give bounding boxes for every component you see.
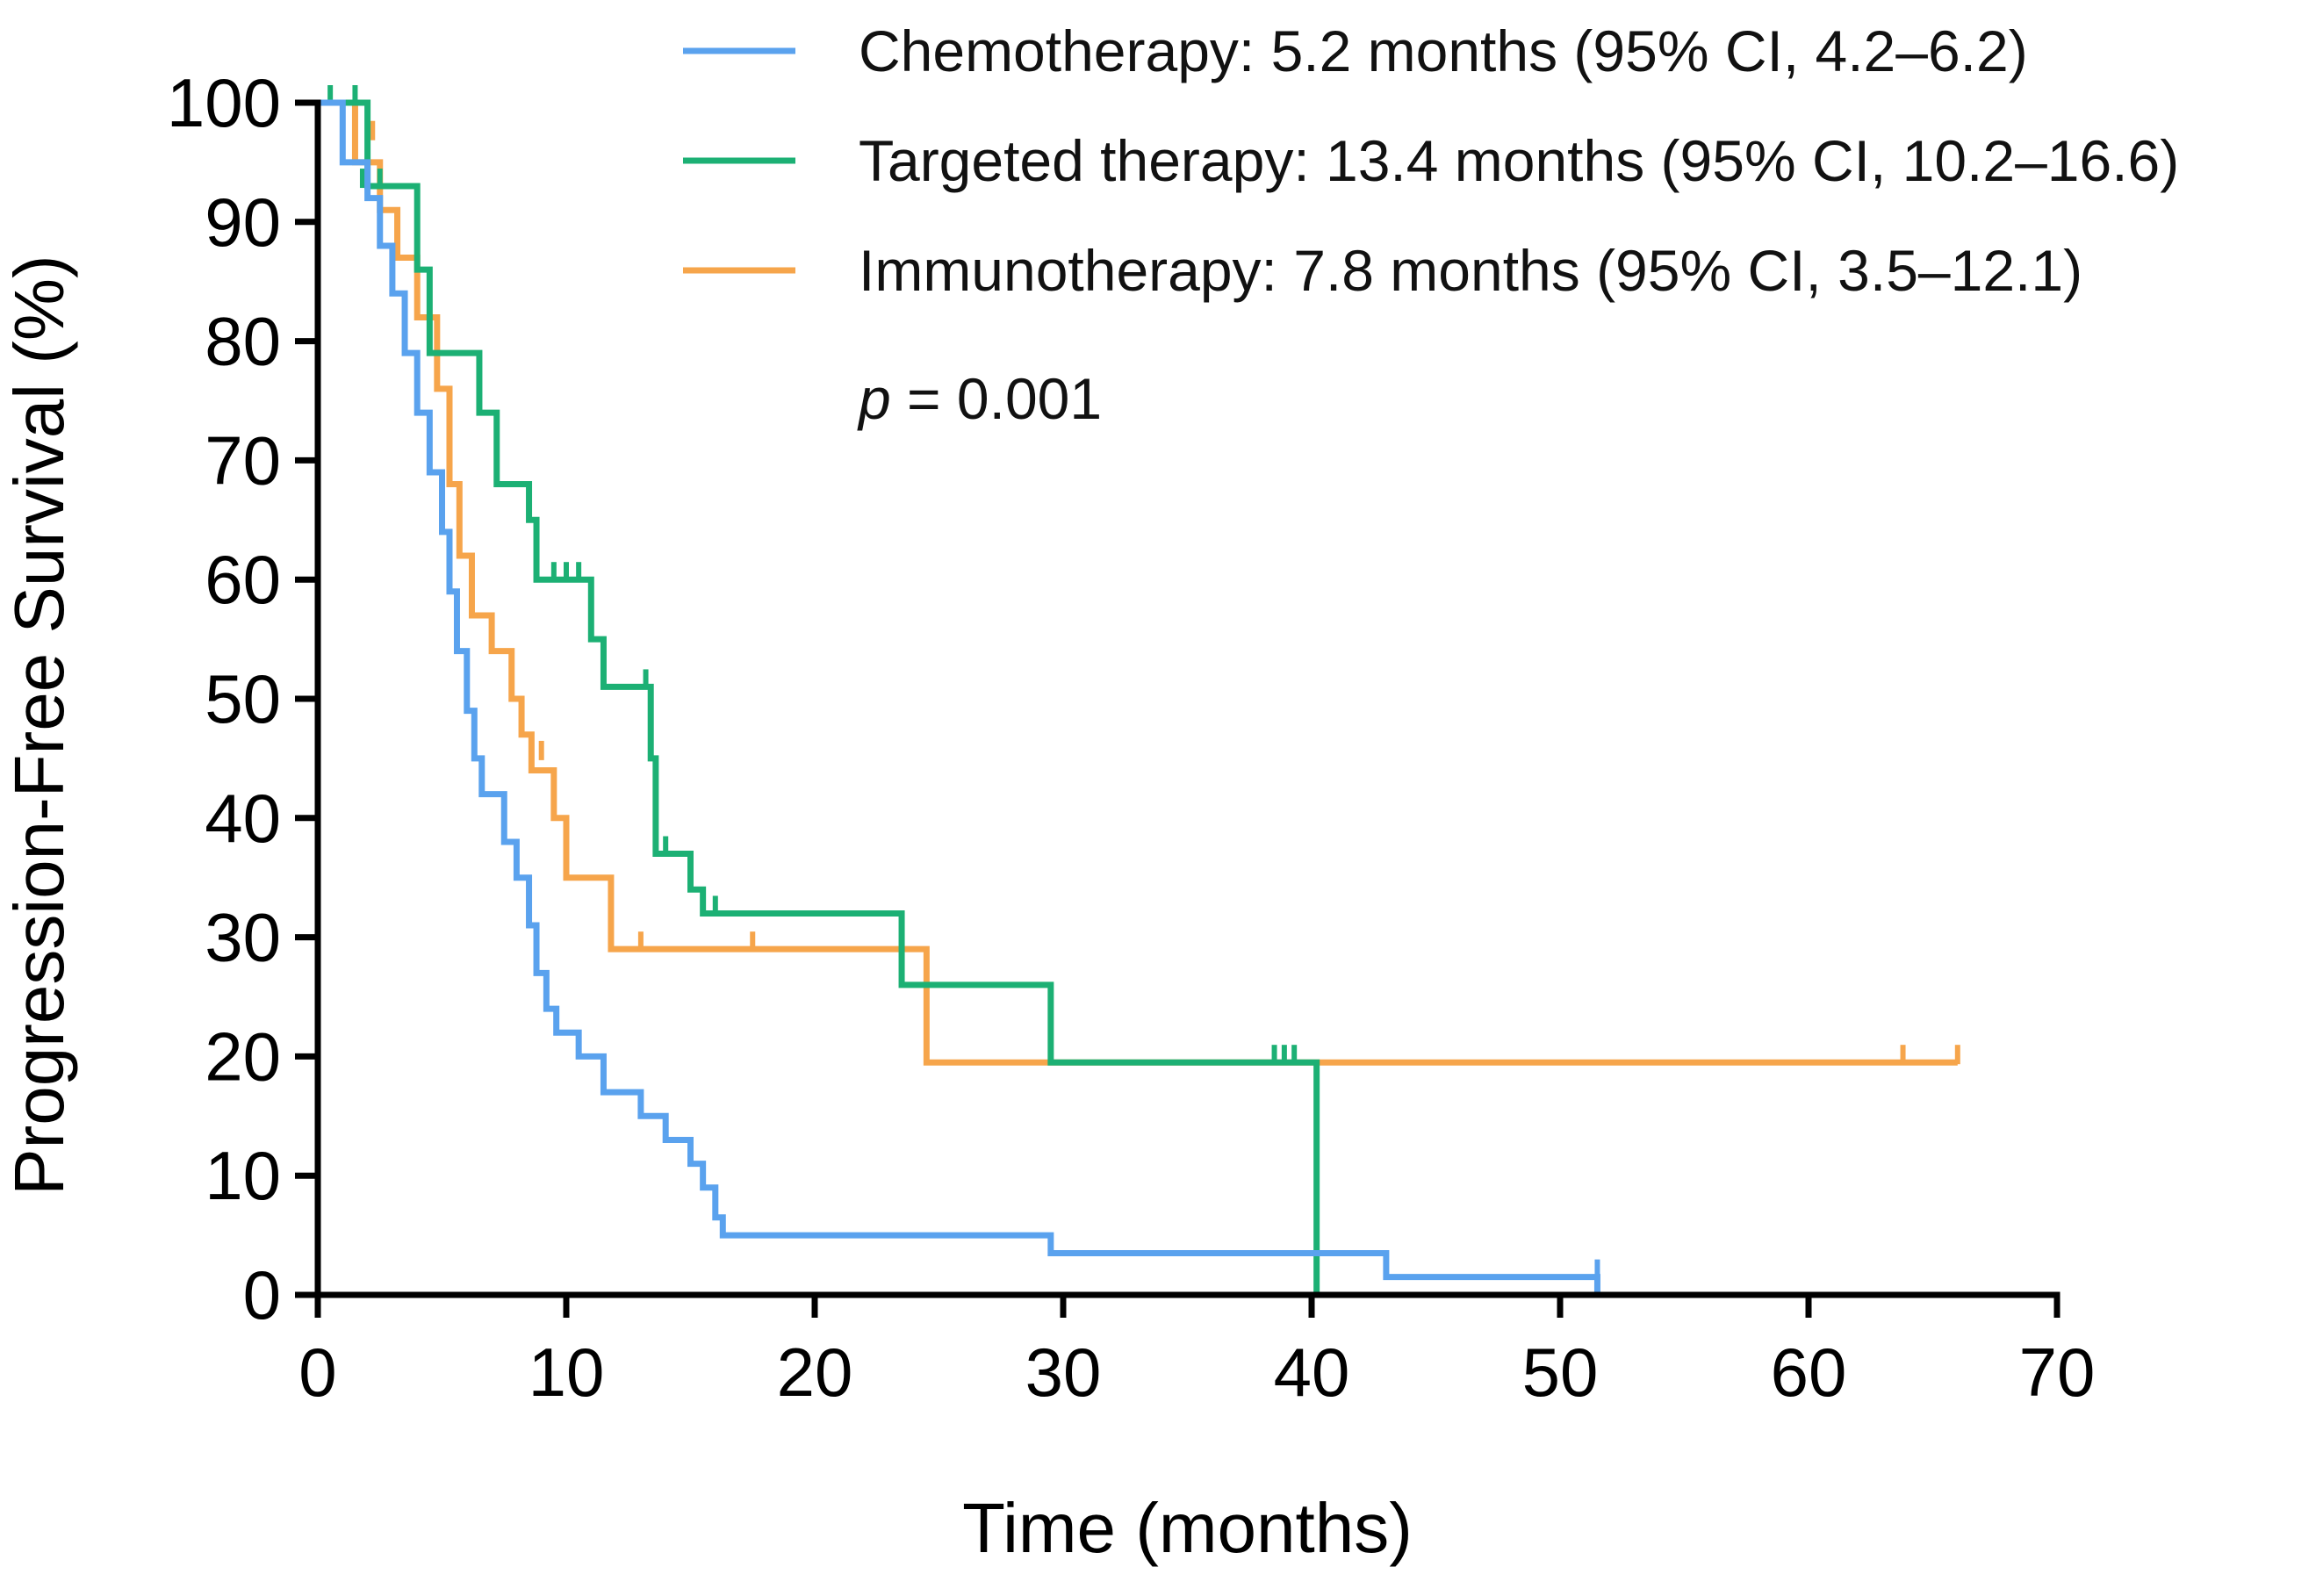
x-tick-label: 20 [777,1334,853,1411]
y-tick-label: 10 [205,1137,281,1214]
y-tick-label: 0 [243,1256,281,1334]
km-curve-targeted-therapy [318,99,1320,1295]
p-value-text: = 0.001 [891,366,1102,431]
x-tick-label: 10 [529,1334,605,1411]
y-axis-ticks: 0 10 20 30 40 50 60 70 80 90 100 [167,64,318,1334]
y-tick-label: 30 [205,899,281,976]
x-tick-label: 40 [1274,1334,1350,1411]
x-tick-label: 30 [1025,1334,1102,1411]
y-tick-label: 90 [205,183,281,261]
km-curve-chemotherapy [318,99,1600,1295]
x-tick-label: 50 [1522,1334,1599,1411]
y-tick-label: 100 [167,64,281,141]
y-tick-label: 70 [205,421,281,499]
x-axis-title: Time (months) [962,1489,1413,1567]
y-tick-label: 40 [205,780,281,857]
x-tick-label: 70 [2019,1334,2096,1411]
legend: Chemotherapy: 5.2 months (95% CI, 4.2–6.… [683,18,2179,303]
p-value-symbol: p [857,366,891,431]
legend-label-targeted-therapy: Targeted therapy: 13.4 months (95% CI, 1… [859,128,2179,193]
y-tick-label: 50 [205,660,281,737]
y-axis-title: Progression-Free Survival (%) [0,255,78,1195]
y-tick-label: 80 [205,303,281,380]
survival-curves [318,85,1960,1295]
y-tick-label: 60 [205,541,281,618]
p-value-annotation: p = 0.001 [857,366,1102,431]
x-tick-label: 60 [1771,1334,1847,1411]
legend-label-immunotherapy: Immunotherapy: 7.8 months (95% CI, 3.5–1… [859,238,2082,303]
x-tick-label: 0 [298,1334,336,1411]
x-axis-ticks: 0 10 20 30 40 50 60 70 [298,1295,2095,1411]
legend-label-chemotherapy: Chemotherapy: 5.2 months (95% CI, 4.2–6.… [859,18,2028,83]
y-tick-label: 20 [205,1017,281,1095]
